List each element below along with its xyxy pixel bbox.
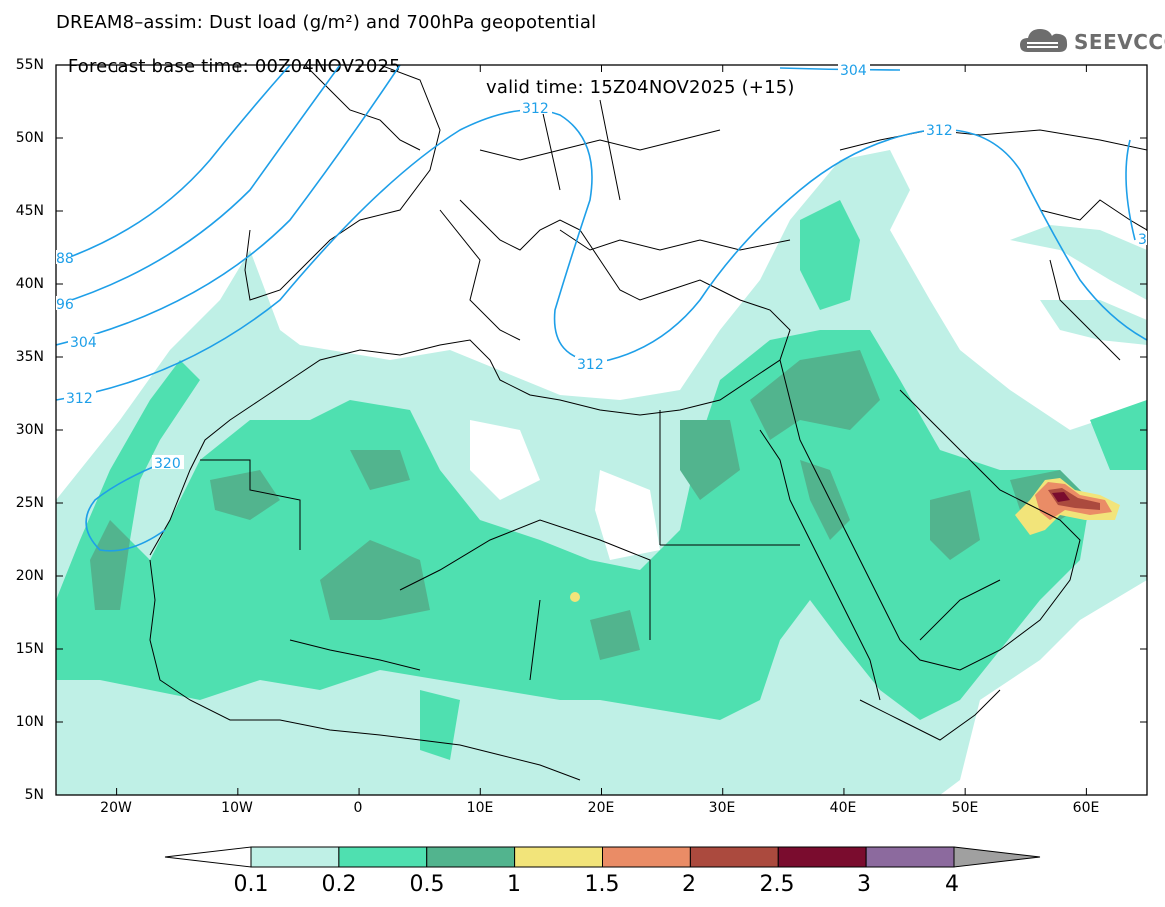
colorbar-low-arrow — [164, 846, 252, 868]
colorbar-tick-label: 1.5 — [584, 872, 620, 897]
contour-label-296: 96 — [56, 297, 74, 313]
lon-label: 0 — [353, 800, 363, 816]
contour-label-312-north: 312 — [522, 101, 549, 117]
map-title: DREAM8–assim: Dust load (g/m²) and 700hP… — [56, 12, 597, 33]
lat-label: 25N — [15, 495, 44, 511]
contour-label-288: 88 — [56, 251, 74, 267]
lat-label: 50N — [15, 130, 44, 146]
contour-label-312-west: 312 — [66, 391, 93, 407]
colorbar-tick-label: 2 — [682, 872, 696, 897]
lon-label: 40E — [829, 800, 857, 816]
lon-label: 20W — [100, 800, 132, 816]
colorbar-segment — [865, 846, 955, 868]
lon-label: 60E — [1072, 800, 1100, 816]
colorbar-tick-label: 0.1 — [233, 872, 269, 897]
lat-label: 35N — [15, 349, 44, 365]
colorbar-segment — [250, 846, 340, 868]
colorbar-tick-label: 0.5 — [409, 872, 445, 897]
contour-label-304-west: 304 — [70, 335, 97, 351]
contour-label-304-top: 304 — [840, 63, 867, 79]
contour-label-edge: 3 — [1138, 232, 1147, 248]
colorbar-tick-label: 1 — [507, 872, 521, 897]
contour-label-312-east: 312 — [926, 123, 953, 139]
dust-fields — [56, 65, 1147, 795]
forecast-times: Forecast base time: 00Z04NOV2025 valid t… — [56, 35, 795, 98]
lat-label: 40N — [15, 276, 44, 292]
colorbar-tick-label: 4 — [945, 872, 959, 897]
colorbar-segment — [602, 846, 691, 868]
lat-label: 20N — [15, 568, 44, 584]
colorbar-tick-label: 2.5 — [759, 872, 795, 897]
lon-label: 30E — [708, 800, 736, 816]
colorbar-segment — [689, 846, 779, 868]
colorbar-segment — [514, 846, 603, 868]
lon-label: 50E — [951, 800, 979, 816]
geopotential-contours — [56, 65, 1147, 552]
colorbar — [164, 846, 1041, 868]
colorbar-segment — [426, 846, 516, 868]
lat-label: 30N — [15, 422, 44, 438]
colorbar-high-arrow — [953, 846, 1041, 868]
contour-labels: 304 312 312 88 96 304 312 320 312 3 — [56, 62, 1147, 472]
forecast-base-time: Forecast base time: 00Z04NOV2025 — [67, 56, 401, 77]
lon-label: 20E — [587, 800, 615, 816]
cloud-icon — [1020, 29, 1068, 52]
seevccc-logo: SEEVCCC — [1018, 24, 1165, 60]
forecast-valid-time: valid time: 15Z04NOV2025 (+15) — [486, 77, 795, 98]
lon-label: 10E — [466, 800, 494, 816]
lat-label: 55N — [15, 57, 44, 73]
colorbar-tick-label: 0.2 — [321, 872, 357, 897]
lon-label: 10W — [221, 800, 253, 816]
colorbar-tick-label: 3 — [857, 872, 871, 897]
colorbar-segment — [777, 846, 867, 868]
lat-label: 45N — [15, 203, 44, 219]
logo-text: SEEVCCC — [1074, 30, 1165, 54]
lat-label: 10N — [15, 714, 44, 730]
contour-label-312-south: 312 — [577, 357, 604, 373]
contour-label-320: 320 — [154, 456, 181, 472]
lat-label: 15N — [15, 641, 44, 657]
colorbar-segment — [338, 846, 428, 868]
lat-label: 5N — [24, 787, 44, 803]
